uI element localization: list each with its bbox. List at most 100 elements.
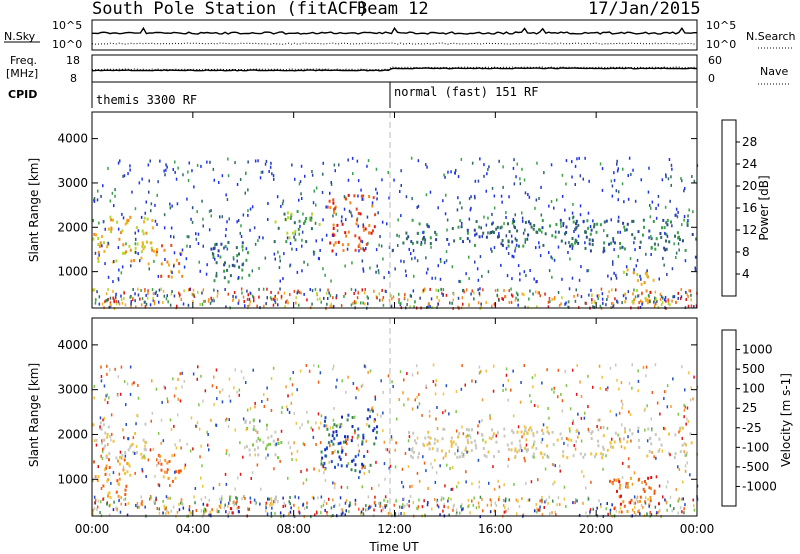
velocity-echo-cell	[436, 439, 439, 443]
power-scatter-cell	[536, 161, 538, 165]
velocity-echo-cell	[167, 476, 170, 480]
power-echo-cell	[354, 248, 357, 252]
velocity-scatter-cell	[368, 470, 370, 473]
velocity-ground-cell	[662, 495, 664, 499]
power-scatter-cell	[561, 173, 564, 177]
velocity-echo-cell	[248, 453, 251, 457]
velocity-scatter-cell	[189, 449, 192, 453]
power-scatter-cell	[279, 259, 281, 263]
velocity-echo-cell	[456, 455, 459, 459]
power-scatter-cell	[565, 182, 567, 186]
velocity-echo-cell	[354, 469, 357, 473]
velocity-scatter-cell	[186, 442, 188, 446]
power-scatter-cell	[538, 241, 540, 245]
power-ground-cell	[614, 297, 616, 301]
velocity-ground-cell	[469, 511, 471, 515]
velocity-scatter-cell	[482, 438, 484, 442]
power-scatter-cell	[213, 178, 215, 182]
power-ground-cell	[272, 303, 275, 307]
velocity-scatter-cell	[444, 484, 446, 488]
power-ground-cell	[152, 292, 155, 296]
velocity-scatter-cell	[684, 388, 686, 392]
power-ground-cell	[612, 302, 614, 305]
power-ground-cell	[145, 302, 148, 306]
velocity-scatter-cell	[181, 371, 183, 375]
power-ground-cell	[109, 296, 112, 300]
power-ground-cell	[263, 304, 265, 308]
velocity-scatter-cell	[577, 435, 579, 439]
velocity-scatter-cell	[135, 445, 138, 448]
power-scatter-cell	[239, 178, 242, 181]
power-scatter-cell	[251, 269, 254, 273]
velocity-scatter-cell	[352, 382, 355, 385]
velocity-scatter-cell	[180, 446, 182, 450]
power-scatter-cell	[122, 216, 125, 220]
velocity-scatter-cell	[521, 435, 523, 439]
velocity-scatter-cell	[525, 426, 527, 430]
velocity-echo-cell	[274, 453, 277, 457]
power-echo-cell	[646, 301, 649, 305]
velocity-ground-cell	[495, 504, 498, 507]
power-scatter-cell	[443, 261, 446, 265]
velocity-echo-cell	[339, 425, 341, 429]
velocity-scatter-cell	[266, 397, 269, 401]
velocity-ground-cell	[681, 510, 683, 514]
velocity-scatter-cell	[285, 405, 288, 409]
velocity-echo-cell	[245, 445, 248, 448]
velocity-scatter-cell	[618, 411, 621, 415]
power-ground-cell	[413, 305, 415, 309]
velocity-ground-cell	[120, 496, 122, 500]
velocity-ground-cell	[384, 505, 387, 509]
velocity-scatter-cell	[196, 425, 198, 428]
velocity-echo-cell	[128, 464, 131, 468]
power-ground-cell	[94, 301, 97, 305]
power-scatter-cell	[343, 207, 346, 211]
velocity-echo-cell	[650, 476, 653, 479]
velocity-ground-cell	[364, 508, 367, 512]
velocity-scatter-cell	[606, 426, 609, 430]
power-scatter-cell	[170, 234, 172, 238]
power-echo-cell	[631, 219, 634, 223]
velocity-echo-cell	[443, 427, 446, 431]
velocity-ground-cell	[120, 502, 122, 506]
velocity-ground-cell	[274, 511, 276, 515]
power-ground-cell	[593, 300, 596, 304]
power-echo-cell	[294, 238, 297, 242]
power-scatter-cell	[313, 250, 316, 254]
velocity-scatter-cell	[122, 465, 125, 469]
power-scatter-cell	[218, 181, 220, 184]
velocity-echo-cell	[324, 419, 326, 423]
velocity-echo-cell	[124, 472, 126, 476]
power-ground-cell	[403, 296, 406, 300]
power-echo-cell	[238, 265, 241, 269]
power-scatter-cell	[513, 224, 515, 228]
velocity-ground-cell	[386, 500, 389, 504]
power-scatter-cell	[112, 280, 114, 284]
power-scatter-cell	[375, 248, 378, 252]
power-scatter-cell	[430, 245, 432, 249]
velocity-ground-cell	[303, 515, 305, 519]
power-scatter-cell	[568, 241, 570, 244]
power-ground-cell	[363, 291, 366, 295]
velocity-scatter-cell	[325, 424, 328, 428]
date-label: 17/Jan/2015	[588, 0, 701, 19]
velocity-echo-cell	[257, 453, 260, 457]
power-echo-cell	[370, 231, 373, 235]
power-echo-cell	[358, 236, 361, 240]
power-echo-cell	[665, 239, 667, 243]
power-ground-cell	[269, 296, 272, 300]
power-scatter-cell	[358, 249, 360, 253]
power-scatter-cell	[670, 183, 672, 187]
power-echo-cell	[98, 244, 101, 248]
velocity-scatter-cell	[134, 452, 136, 455]
power-echo-cell	[372, 196, 375, 200]
power-scatter-cell	[289, 242, 292, 245]
power-scatter-cell	[601, 167, 604, 171]
power-scatter-cell	[294, 177, 296, 181]
velocity-scatter-cell	[361, 485, 363, 489]
beam-label: Beam 12	[357, 0, 429, 19]
velocity-echo-cell	[572, 454, 575, 458]
velocity-ground-cell	[679, 506, 682, 510]
power-echo-cell	[362, 194, 365, 198]
